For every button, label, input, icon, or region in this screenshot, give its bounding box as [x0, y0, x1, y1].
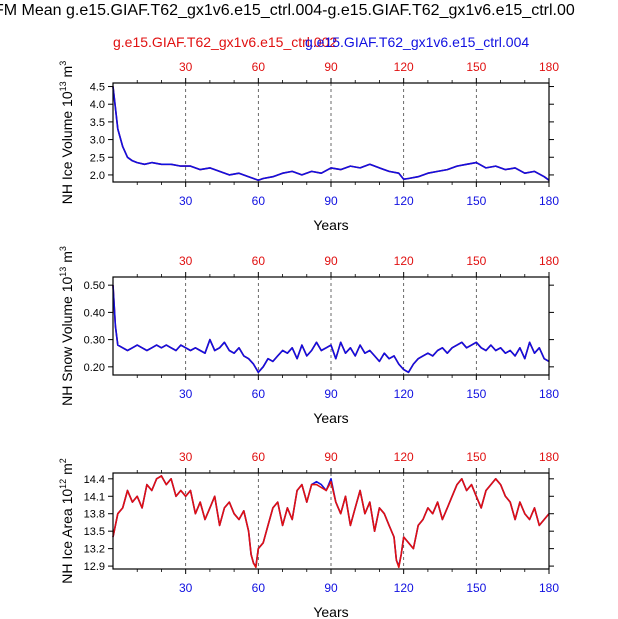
y-tick-label: 12.9: [84, 561, 105, 573]
x-tick-label-top: 60: [252, 254, 266, 268]
y-axis-label: NH Ice Volume 1013 m3: [58, 61, 75, 204]
x-tick-label-top: 30: [179, 254, 193, 268]
x-tick-label-top: 30: [179, 450, 193, 464]
y-axis-label: NH Snow Volume 1013 m3: [58, 246, 75, 406]
y-tick-label: 13.5: [84, 526, 105, 538]
x-tick-label-top: 120: [394, 60, 414, 74]
page-title: FM Mean g.e15.GIAF.T62_gx1v6.e15_ctrl.00…: [0, 2, 575, 19]
x-tick-label-bottom: 150: [466, 194, 486, 208]
y-tick-label: 0.20: [84, 362, 105, 374]
y-axis-label-part: m: [59, 66, 75, 82]
x-tick-label-bottom: 150: [466, 387, 486, 401]
x-tick-label-bottom: 30: [179, 194, 193, 208]
x-tick-label-bottom: 60: [252, 387, 266, 401]
x-tick-label-top: 30: [179, 60, 193, 74]
x-tick-label-bottom: 120: [394, 194, 414, 208]
x-tick-label-bottom: 120: [394, 581, 414, 595]
x-tick-label-bottom: 180: [539, 387, 559, 401]
y-tick-label: 14.4: [84, 474, 105, 486]
x-tick-label-top: 180: [539, 254, 559, 268]
y-tick-label: 14.1: [84, 491, 105, 503]
y-tick-label: 0.40: [84, 307, 105, 319]
x-tick-label-top: 120: [394, 450, 414, 464]
x-tick-label-bottom: 120: [394, 387, 414, 401]
x-tick-label-top: 150: [466, 254, 486, 268]
x-tick-label-bottom: 90: [324, 194, 338, 208]
legend-case2: g.e15.GIAF.T62_gx1v6.e15_ctrl.004: [305, 34, 530, 50]
y-axis-label-part: 13: [58, 267, 68, 277]
x-axis-label: Years: [313, 410, 348, 426]
y-tick-label: 0.30: [84, 335, 105, 347]
y-tick-label: 13.2: [84, 544, 105, 556]
series-line-1: [112, 285, 550, 374]
x-tick-label-bottom: 30: [179, 387, 193, 401]
y-tick-label: 2.5: [90, 152, 105, 164]
y-axis-label-part: 13: [58, 81, 68, 91]
x-tick-label-top: 150: [466, 450, 486, 464]
x-tick-label-bottom: 30: [179, 581, 193, 595]
x-tick-label-top: 150: [466, 60, 486, 74]
x-tick-label-top: 60: [252, 60, 266, 74]
x-tick-label-top: 90: [324, 450, 338, 464]
x-tick-label-top: 60: [252, 450, 266, 464]
y-axis-label-part: NH Snow Volume 10: [59, 276, 75, 405]
x-tick-label-bottom: 150: [466, 581, 486, 595]
x-tick-label-top: 90: [324, 60, 338, 74]
y-axis-label-part: m: [59, 463, 75, 479]
y-axis-label-part: m: [59, 251, 75, 267]
x-tick-label-bottom: 90: [324, 387, 338, 401]
legend-case1: g.e15.GIAF.T62_gx1v6.e15_ctrl.002: [113, 34, 338, 50]
series-line-2: [112, 285, 550, 374]
x-tick-label-top: 90: [324, 254, 338, 268]
y-tick-label: 4.0: [90, 99, 105, 111]
x-tick-label-bottom: 90: [324, 581, 338, 595]
y-axis-label-part: NH Ice Volume 10: [59, 91, 75, 204]
y-axis-label-part: 2: [58, 458, 68, 463]
y-tick-label: 4.5: [90, 82, 105, 94]
y-axis-label-part: 12: [58, 479, 68, 489]
x-tick-label-top: 180: [539, 60, 559, 74]
y-tick-label: 0.50: [84, 280, 105, 292]
y-tick-label: 3.0: [90, 135, 105, 147]
y-tick-label: 13.8: [84, 509, 105, 521]
x-axis-label: Years: [313, 604, 348, 619]
y-tick-label: 3.5: [90, 117, 105, 129]
y-axis-label-part: 3: [58, 61, 68, 66]
x-tick-label-top: 120: [394, 254, 414, 268]
x-tick-label-bottom: 60: [252, 581, 266, 595]
y-tick-label: 2.0: [90, 170, 105, 182]
y-axis-label-part: 3: [58, 246, 68, 251]
x-tick-label-top: 180: [539, 450, 559, 464]
x-axis-label: Years: [313, 217, 348, 233]
x-tick-label-bottom: 60: [252, 194, 266, 208]
y-axis-label-part: NH Ice Area 10: [59, 489, 75, 584]
y-axis-label: NH Ice Area 1012 m2: [58, 458, 75, 584]
series-line-2: [112, 86, 550, 181]
x-tick-label-bottom: 180: [539, 194, 559, 208]
x-tick-label-bottom: 180: [539, 581, 559, 595]
series-line-2: [112, 475, 550, 569]
